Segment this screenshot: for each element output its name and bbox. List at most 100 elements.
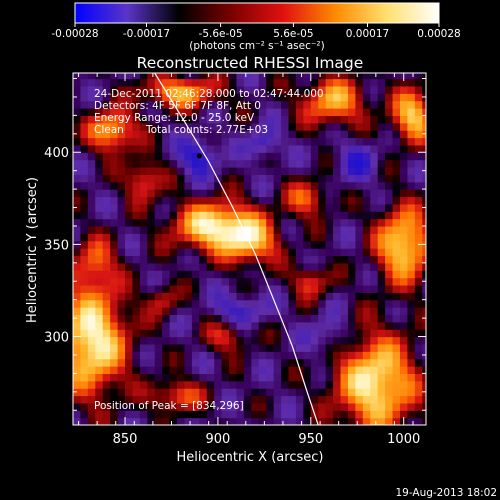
heatmap-cell [281, 277, 290, 286]
heatmap-cell [347, 248, 356, 257]
heatmap-cell [199, 85, 208, 94]
heatmap-cell [251, 314, 260, 323]
heatmap-cell [422, 358, 426, 367]
heatmap-cell [191, 233, 200, 242]
heatmap-cell [117, 410, 126, 419]
heatmap-cell [399, 115, 409, 124]
heatmap-cell [214, 307, 223, 316]
heatmap-cell [325, 402, 334, 411]
heatmap-cell [340, 211, 349, 220]
heatmap-cell [355, 299, 364, 308]
heatmap-cell [229, 388, 238, 397]
heatmap-cell [184, 410, 193, 419]
heatmap-cell [221, 270, 230, 279]
heatmap-cell [162, 225, 171, 234]
heatmap-cell [318, 380, 327, 389]
heatmap-cell [177, 402, 186, 411]
heatmap-cell [229, 395, 238, 404]
heatmap-cell [87, 218, 96, 227]
heatmap-cell [251, 358, 260, 367]
x-tick-label: 900 [206, 432, 231, 447]
heatmap-cell [295, 100, 304, 109]
heatmap-cell [377, 284, 386, 293]
heatmap-cell [281, 152, 290, 161]
heatmap-cell [102, 255, 111, 264]
heatmap-cell [236, 130, 245, 139]
heatmap-cell [340, 108, 349, 116]
heatmap-cell [132, 144, 141, 153]
heatmap-cell [80, 152, 89, 161]
heatmap-cell [318, 395, 327, 404]
heatmap-cell [102, 211, 111, 220]
heatmap-cell [154, 380, 163, 389]
y-tick-label: 300 [44, 331, 69, 346]
heatmap-cell [370, 144, 379, 153]
heatmap-cell [251, 270, 260, 279]
heatmap-cell [221, 73, 230, 80]
heatmap-cell [258, 196, 267, 205]
heatmap-cell [333, 240, 342, 249]
heatmap-cell [102, 417, 111, 425]
heatmap-cell [377, 166, 386, 175]
heatmap-cell [273, 402, 282, 411]
heatmap-cell [117, 262, 126, 271]
heatmap-cell [147, 152, 156, 161]
heatmap-cell [110, 93, 119, 102]
heatmap-cell [177, 351, 186, 360]
heatmap-cell [407, 314, 416, 323]
heatmap-cell [243, 402, 252, 411]
heatmap-cell [422, 299, 426, 308]
heatmap-cell [80, 314, 89, 323]
heatmap-cell [340, 380, 349, 389]
heatmap-cell [273, 240, 282, 249]
heatmap-cell [392, 211, 401, 220]
heatmap-cell [221, 233, 230, 242]
heatmap-cell [132, 321, 141, 330]
heatmap-cell [273, 292, 282, 301]
heatmap-cell [385, 248, 394, 257]
heatmap-cell [236, 174, 245, 183]
heatmap-cell [318, 329, 327, 338]
heatmap-cell [110, 196, 119, 205]
heatmap-cell [199, 262, 208, 271]
heatmap-cell [295, 174, 304, 183]
heatmap-cell [318, 292, 327, 301]
heatmap-cell [229, 343, 238, 352]
heatmap-cell [236, 343, 245, 352]
heatmap-cell [214, 174, 223, 183]
heatmap-cell [310, 115, 319, 124]
heatmap-cell [169, 292, 178, 301]
heatmap-cell [132, 93, 141, 102]
heatmap-cell [73, 284, 82, 293]
heatmap-cell [266, 358, 275, 367]
heatmap-cell [117, 218, 126, 227]
heatmap-cell [236, 329, 245, 338]
heatmap-cell [347, 189, 356, 198]
heatmap-cell [295, 203, 304, 212]
heatmap-cell [303, 410, 312, 419]
heatmap-cell [236, 351, 245, 360]
heatmap-cell [399, 166, 409, 175]
heatmap-cell [370, 395, 379, 404]
heatmap-cell [87, 115, 96, 124]
heatmap-cell [191, 321, 200, 330]
heatmap-cell [154, 130, 163, 139]
heatmap-cell [325, 277, 334, 286]
heatmap-cell [414, 130, 423, 139]
heatmap-cell [191, 211, 200, 220]
heatmap-cell [385, 321, 394, 330]
heatmap-cell [214, 85, 223, 94]
heatmap-cell [399, 78, 409, 87]
heatmap-cell [407, 277, 416, 286]
heatmap-cell [221, 284, 230, 293]
heatmap-cell [407, 262, 416, 271]
heatmap-cell [325, 314, 334, 323]
heatmap-cell [110, 225, 119, 234]
heatmap-cell [221, 343, 230, 352]
heatmap-cell [281, 395, 290, 404]
heatmap-cell [221, 78, 230, 87]
heatmap-cell [347, 108, 356, 116]
heatmap-cell [399, 343, 409, 352]
heatmap-cell [229, 284, 238, 293]
heatmap-cell [288, 336, 297, 345]
